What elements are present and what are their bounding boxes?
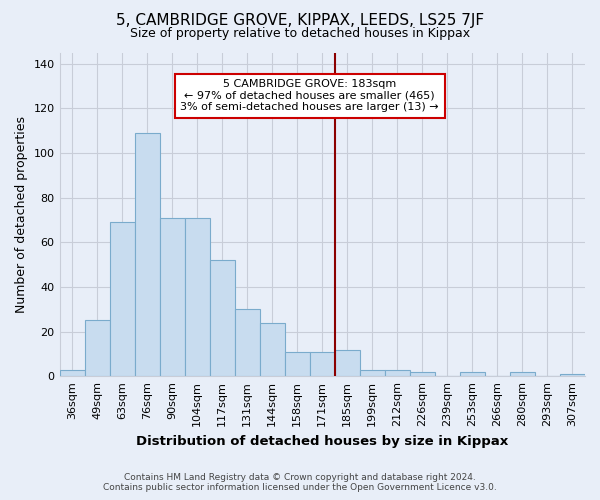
Bar bbox=[335, 350, 360, 376]
Bar bbox=[59, 370, 85, 376]
Y-axis label: Number of detached properties: Number of detached properties bbox=[15, 116, 28, 313]
Bar bbox=[310, 352, 335, 376]
Bar bbox=[360, 370, 385, 376]
Bar bbox=[110, 222, 134, 376]
Bar bbox=[85, 320, 110, 376]
Bar bbox=[460, 372, 485, 376]
Bar bbox=[385, 370, 410, 376]
Bar bbox=[560, 374, 585, 376]
X-axis label: Distribution of detached houses by size in Kippax: Distribution of detached houses by size … bbox=[136, 434, 508, 448]
Bar bbox=[209, 260, 235, 376]
Text: Size of property relative to detached houses in Kippax: Size of property relative to detached ho… bbox=[130, 28, 470, 40]
Bar bbox=[235, 310, 260, 376]
Text: 5, CAMBRIDGE GROVE, KIPPAX, LEEDS, LS25 7JF: 5, CAMBRIDGE GROVE, KIPPAX, LEEDS, LS25 … bbox=[116, 12, 484, 28]
Bar bbox=[185, 218, 209, 376]
Bar bbox=[285, 352, 310, 376]
Bar bbox=[260, 322, 285, 376]
Bar bbox=[160, 218, 185, 376]
Bar bbox=[134, 133, 160, 376]
Bar bbox=[510, 372, 535, 376]
Bar bbox=[410, 372, 435, 376]
Text: 5 CAMBRIDGE GROVE: 183sqm
← 97% of detached houses are smaller (465)
3% of semi-: 5 CAMBRIDGE GROVE: 183sqm ← 97% of detac… bbox=[181, 80, 439, 112]
Text: Contains HM Land Registry data © Crown copyright and database right 2024.
Contai: Contains HM Land Registry data © Crown c… bbox=[103, 473, 497, 492]
